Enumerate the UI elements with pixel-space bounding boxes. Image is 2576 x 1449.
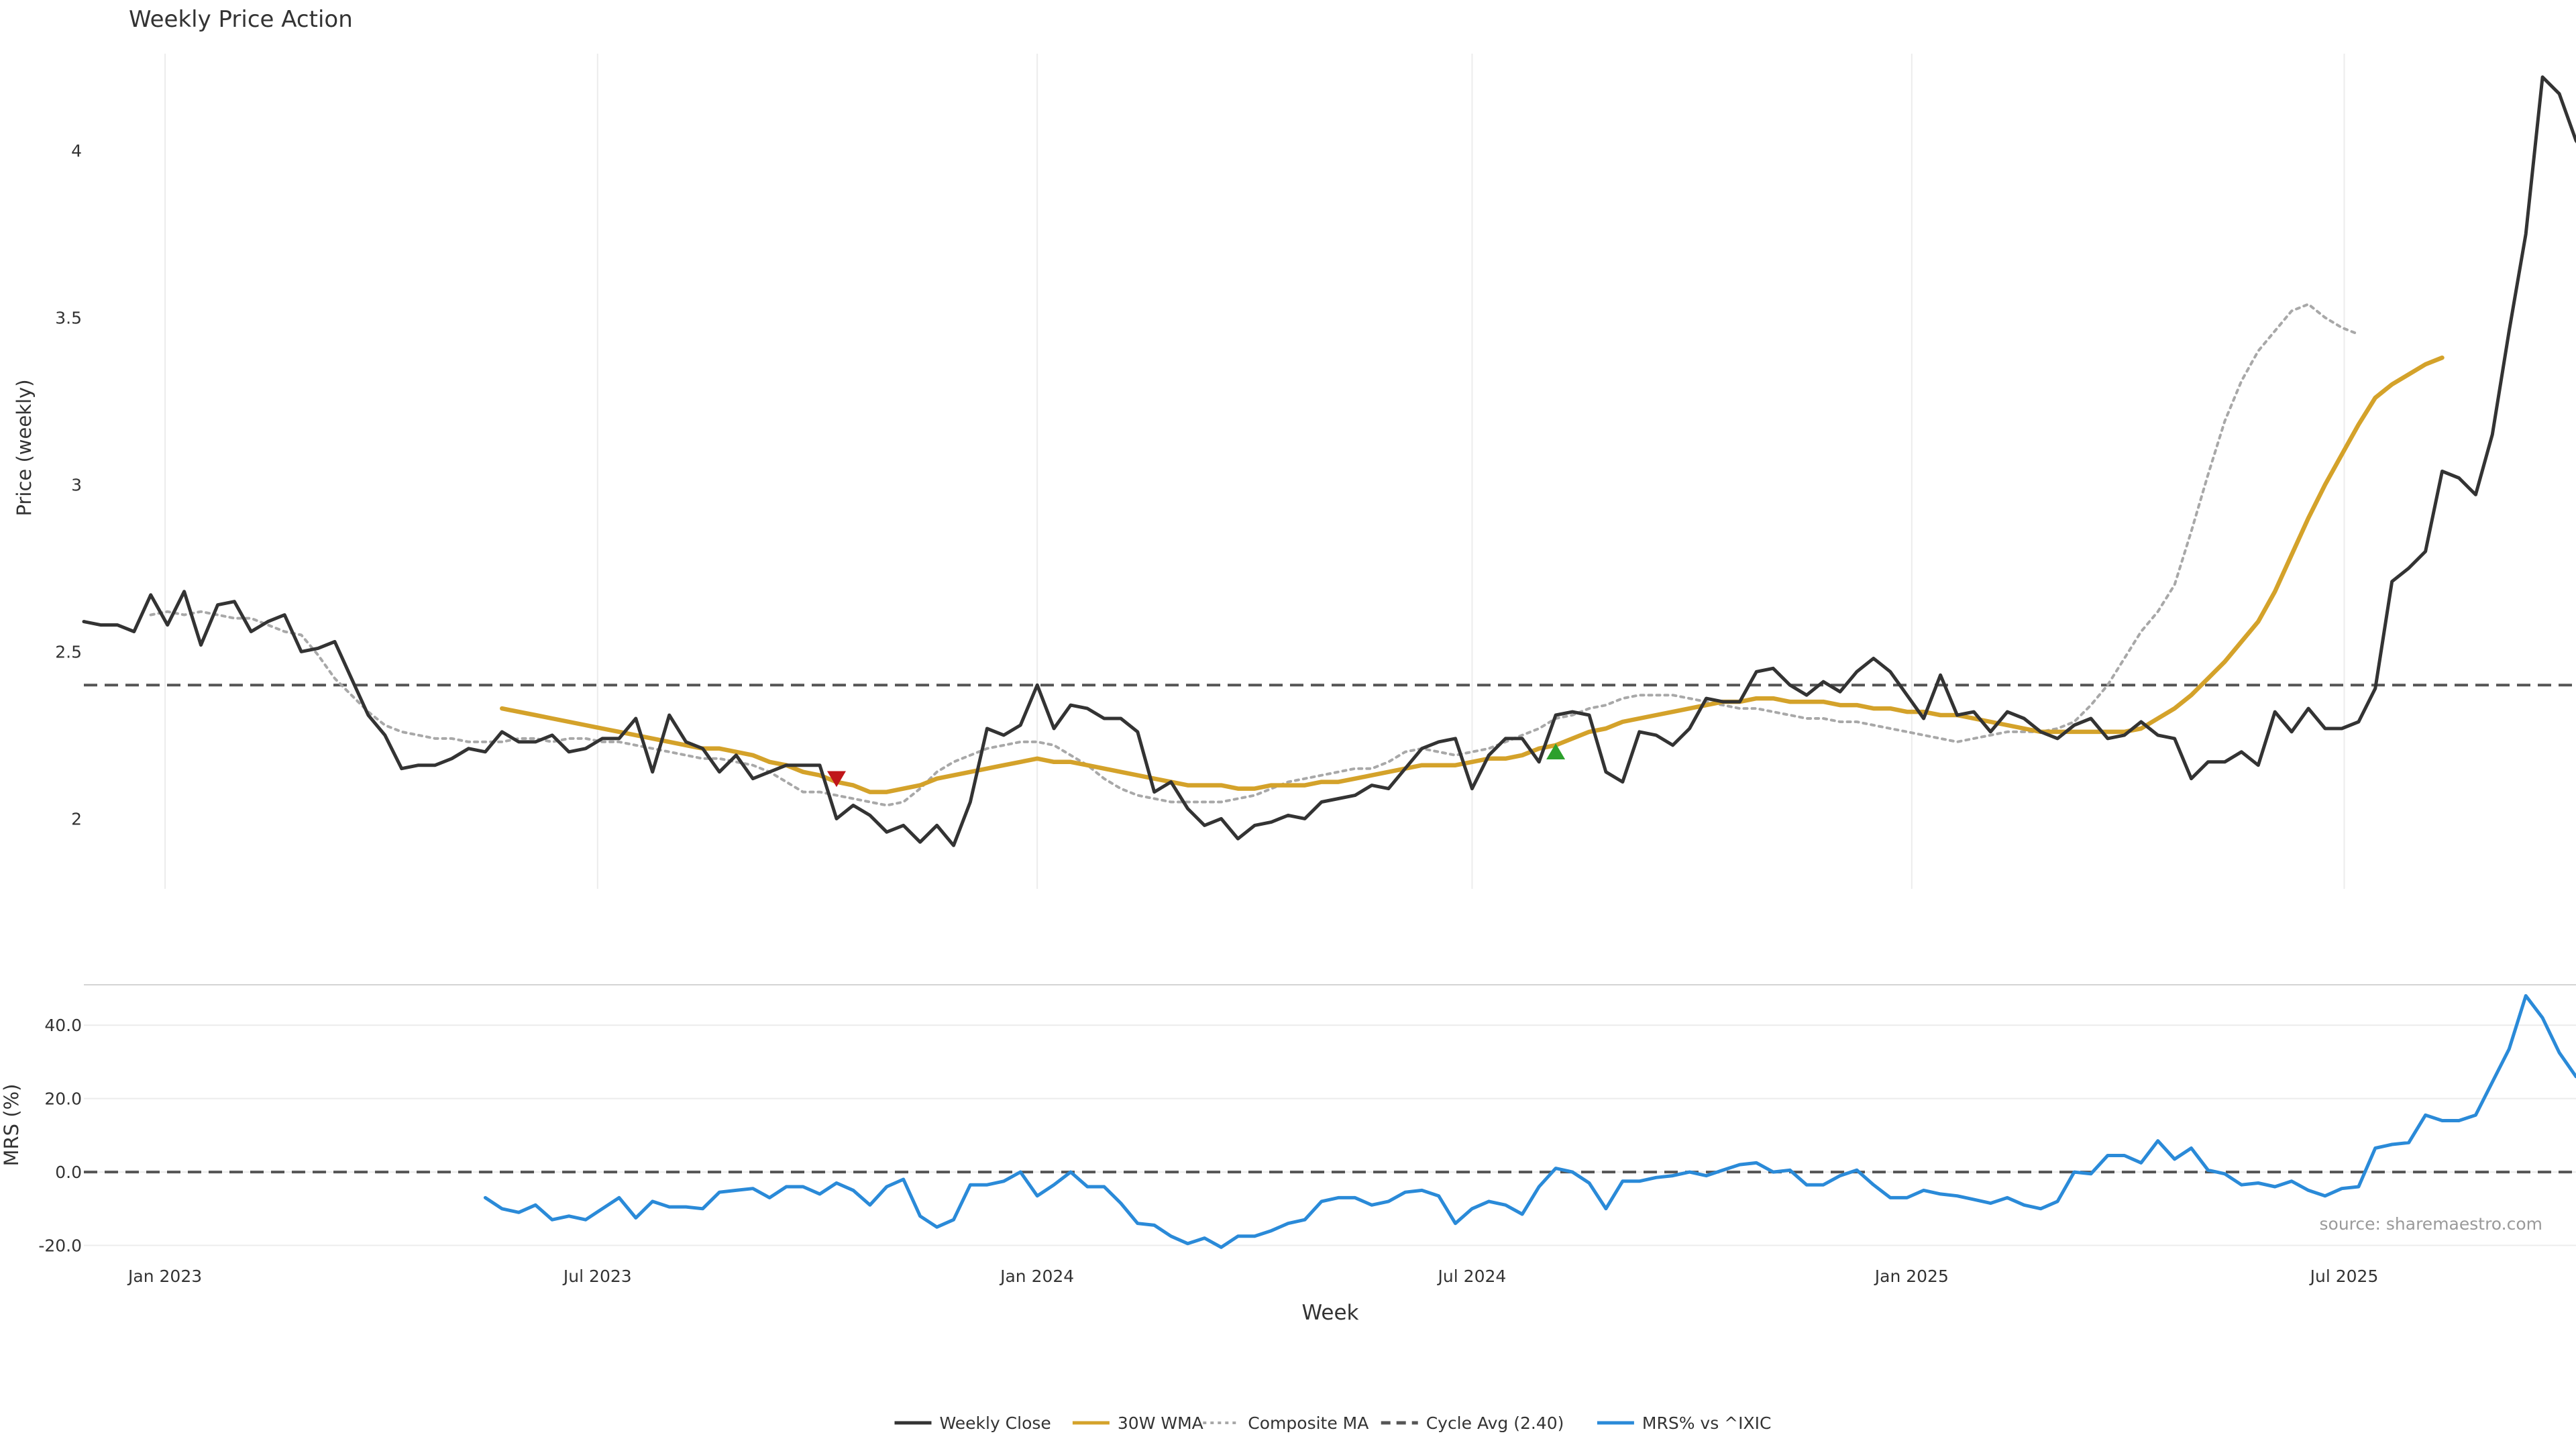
legend-item-composite-ma: Composite MA [1203,1413,1368,1433]
mrs-y-tick-label: 0.0 [55,1163,82,1182]
grid-layer [84,54,2576,1246]
axes-layer: 2 2.5 3 3.5 4 40.0 20.0 0.0 -20.0 Jan 2023 Jul 202… [0,141,2378,1325]
x-tick-label: Jul 2023 [562,1267,632,1286]
mrs-y-tick-label: 40.0 [44,1016,82,1035]
price-y-tick-label: 4 [71,141,82,160]
x-axis-label: Week [1302,1301,1359,1325]
x-tick-label: Jan 2025 [1874,1267,1949,1286]
legend-item-weekly-close: Weekly Close [894,1413,1051,1433]
legend-label: Weekly Close [940,1413,1051,1433]
x-tick-label: Jan 2024 [999,1267,1074,1286]
price-y-tick-label: 2.5 [55,642,82,661]
legend-label: MRS% vs ^IXIC [1642,1413,1772,1433]
x-tick-label: Jan 2023 [127,1267,202,1286]
price-y-tick-label: 3 [71,475,82,494]
price-panel [82,75,2576,847]
legend-label: 30W WMA [1118,1413,1203,1433]
legend-label: Composite MA [1248,1413,1368,1433]
legend: Weekly Close 30W WMA Composite MA Cycle Avg… [894,1413,1772,1433]
price-y-axis-label: Price (weekly) [13,379,36,516]
x-tick-label: Jul 2024 [1437,1267,1507,1286]
legend-item-mrs-vs-ixic: MRS% vs ^IXIC [1597,1413,1772,1433]
mrs-y-axis-label: MRS (%) [0,1084,23,1167]
series-line-mrs [483,994,2576,1249]
series-line-composite-ma [149,303,2360,807]
price-y-tick-label: 3.5 [55,308,82,327]
price-y-tick-label: 2 [71,809,82,828]
mrs-panel [483,994,2576,1249]
chart-title: Weekly Price Action [129,6,353,33]
legend-item-30w-wma: 30W WMA [1072,1413,1203,1433]
watermark-text: source: sharemaestro.com [2320,1214,2543,1234]
x-tick-label: Jul 2025 [2309,1267,2379,1286]
legend-label: Cycle Avg (2.40) [1426,1413,1564,1433]
sell-marker [826,771,846,788]
buy-marker [1546,743,1566,760]
mrs-y-tick-label: 20.0 [44,1089,82,1109]
series-line-weekly-close [82,75,2576,847]
legend-item-cycle-avg-2-40: Cycle Avg (2.40) [1381,1413,1564,1433]
mrs-y-tick-label: -20.0 [38,1236,82,1256]
